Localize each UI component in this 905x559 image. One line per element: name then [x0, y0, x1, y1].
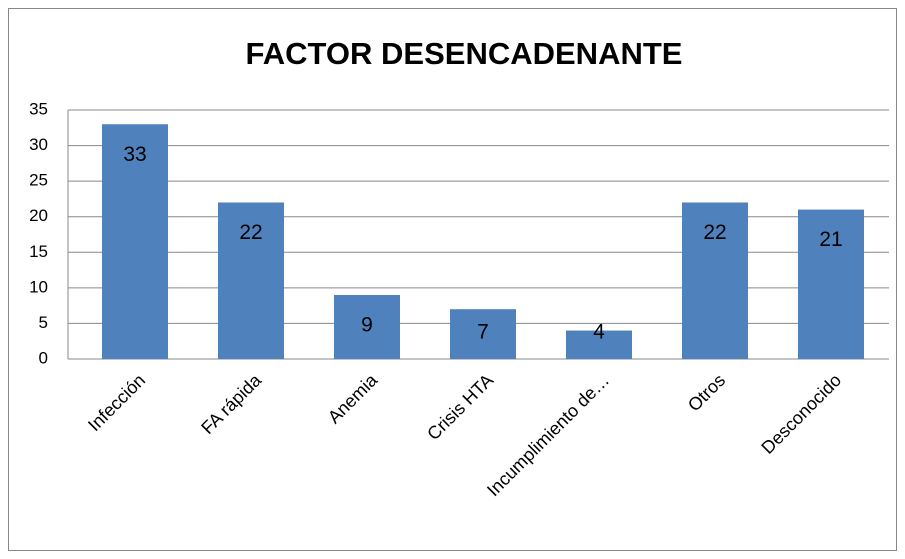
y-tick-label: 25 — [29, 171, 48, 190]
y-tick-label: 20 — [29, 206, 48, 225]
bar — [566, 330, 632, 359]
bar — [102, 124, 168, 359]
data-label: 22 — [239, 221, 262, 244]
y-tick-label: 30 — [29, 135, 48, 154]
bar — [682, 202, 748, 359]
y-tick-label: 15 — [29, 242, 48, 261]
y-tick-label: 0 — [39, 348, 48, 367]
data-label: 4 — [593, 321, 605, 344]
y-tick-label: 35 — [29, 99, 48, 118]
data-label: 22 — [703, 221, 726, 244]
data-label: 7 — [477, 321, 489, 344]
y-tick-label: 10 — [29, 277, 48, 296]
data-label: 33 — [123, 143, 146, 166]
data-label: 9 — [361, 314, 373, 337]
bar — [334, 294, 400, 359]
chart-title: FACTOR DESENCADENANTE — [246, 36, 683, 71]
bar — [450, 309, 516, 359]
bar — [218, 202, 284, 359]
bar — [798, 209, 864, 359]
y-tick-label: 5 — [39, 313, 48, 332]
data-label: 21 — [819, 228, 842, 251]
